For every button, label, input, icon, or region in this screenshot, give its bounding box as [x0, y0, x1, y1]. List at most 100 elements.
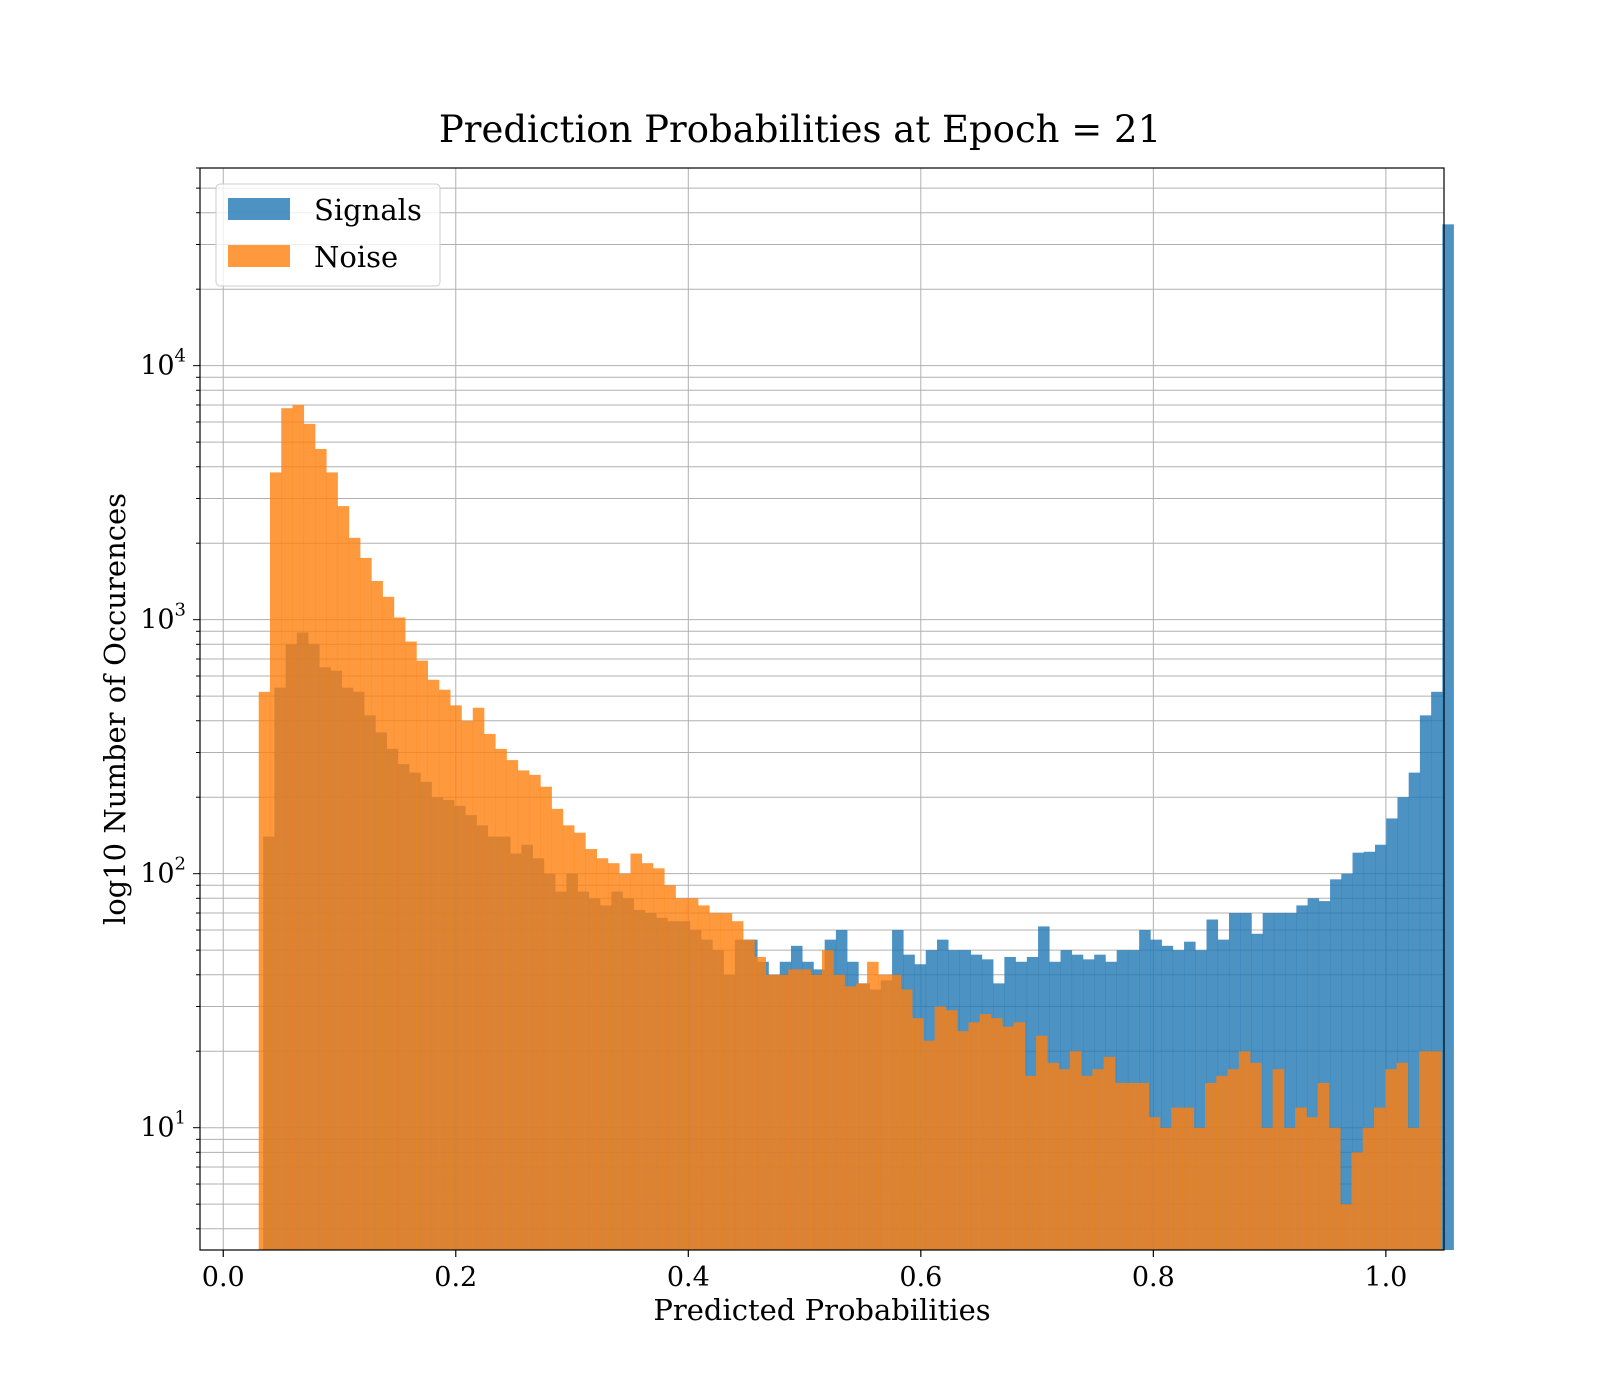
noise-bar [822, 950, 834, 1250]
noise-bar [878, 974, 890, 1250]
noise-bar [1283, 1127, 1296, 1250]
noise-bar [382, 596, 395, 1250]
noise-bar [1340, 1204, 1352, 1250]
noise-bar [1261, 1127, 1273, 1250]
noise-bar [1114, 1082, 1127, 1250]
noise-bar [1058, 1069, 1071, 1250]
noise-bar [1036, 1035, 1048, 1250]
x-tick-label: 0.2 [434, 1262, 477, 1293]
noise-bar [1148, 1117, 1161, 1250]
noise-bar [968, 1022, 981, 1250]
signals-bar [1172, 950, 1185, 1250]
noise-bar [405, 641, 417, 1250]
noise-bar [360, 557, 372, 1250]
noise-bar [1430, 1051, 1442, 1250]
signals-bar [1307, 898, 1320, 1250]
noise-bar [833, 974, 845, 1250]
noise-bar [1193, 1127, 1206, 1250]
x-tick-label: 0.8 [1132, 1262, 1175, 1293]
noise-bar [912, 1018, 924, 1250]
signals-bar [1318, 901, 1331, 1250]
noise-bar [619, 873, 631, 1250]
noise-bar [1126, 1082, 1138, 1250]
noise-bar [585, 849, 597, 1250]
signals-bar [1374, 844, 1387, 1250]
noise-bar [1182, 1107, 1195, 1250]
noise-bar [438, 689, 451, 1250]
signals-bar [1408, 772, 1421, 1250]
chart-title: Prediction Probabilities at Epoch = 21 [439, 108, 1161, 151]
noise-bar [1328, 1127, 1341, 1250]
plot-area-frame [199, 167, 1445, 1251]
noise-bar [258, 691, 271, 1250]
noise-bar [1171, 1107, 1183, 1250]
noise-bar [495, 748, 507, 1250]
noise-bar [540, 786, 552, 1250]
noise-bar [1024, 1075, 1037, 1250]
noise-bar [1317, 1082, 1330, 1250]
y-tick-label: 101 [140, 1108, 186, 1144]
noise-bar [1092, 1069, 1104, 1250]
noise-bar [292, 405, 305, 1250]
signals-bar [1285, 913, 1297, 1250]
noise-bar [675, 898, 688, 1250]
noise-bar [484, 733, 496, 1250]
noise-bar [1227, 1069, 1240, 1250]
x-axis-ticks: 0.0 0.2 0.4 0.6 0.8 1.0 [202, 1250, 1407, 1293]
noise-bar [348, 537, 361, 1250]
noise-bar [945, 1010, 958, 1250]
legend-label-signals: Signals [314, 193, 422, 227]
noise-bar [1103, 1056, 1116, 1250]
noise-bar [1205, 1082, 1217, 1250]
noise-bar [979, 1014, 992, 1250]
legend: Signals Noise [215, 183, 441, 287]
signals-bar [1330, 879, 1342, 1250]
y-tick-label: 102 [140, 854, 186, 890]
signals-bar [1397, 797, 1409, 1250]
noise-bar [653, 868, 665, 1250]
noise-bar [337, 506, 350, 1250]
noise-bar [641, 863, 654, 1250]
noise-bar [1137, 1082, 1150, 1250]
noise-bar [1407, 1127, 1420, 1250]
signals-bar [1161, 945, 1174, 1250]
noise-bar [450, 705, 462, 1250]
noise-bar [371, 580, 383, 1250]
y-tick-label: 104 [140, 346, 186, 382]
noise-bar [326, 472, 338, 1251]
noise-bar [506, 760, 519, 1250]
noise-bar [630, 853, 643, 1250]
noise-bar [269, 472, 282, 1251]
noise-bar [867, 961, 879, 1250]
noise-bar [1013, 1022, 1026, 1250]
signals-bar [1363, 851, 1376, 1250]
noise-bar [303, 423, 316, 1250]
noise-bar [1385, 1069, 1397, 1250]
signals-bar [1195, 950, 1207, 1250]
signals-bar [1352, 852, 1365, 1250]
noise-bar [551, 808, 564, 1250]
noise-bar [472, 707, 485, 1250]
noise-bar [1216, 1075, 1228, 1250]
noise-bar [517, 770, 530, 1250]
noise-bar [1250, 1062, 1262, 1250]
noise-bar [799, 969, 812, 1250]
noise-bar [731, 921, 744, 1250]
noise-bar [957, 1031, 969, 1250]
noise-bar [743, 939, 755, 1250]
noise-bar [698, 905, 710, 1250]
noise-bar [664, 885, 676, 1250]
x-tick-label: 1.0 [1364, 1262, 1407, 1293]
noise-bar [1396, 1062, 1409, 1250]
noise-bar [281, 408, 293, 1250]
noise-bar [427, 679, 440, 1250]
noise-bar [461, 720, 474, 1250]
histogram-bars [258, 224, 1454, 1251]
noise-bar [315, 448, 327, 1250]
y-axis-label: log10 Number of Occurences [98, 493, 132, 925]
noise-bar [889, 974, 902, 1250]
noise-bar [990, 1018, 1003, 1250]
x-axis-label: Predicted Probabilities [653, 1293, 990, 1327]
signals-bar [1442, 224, 1454, 1250]
